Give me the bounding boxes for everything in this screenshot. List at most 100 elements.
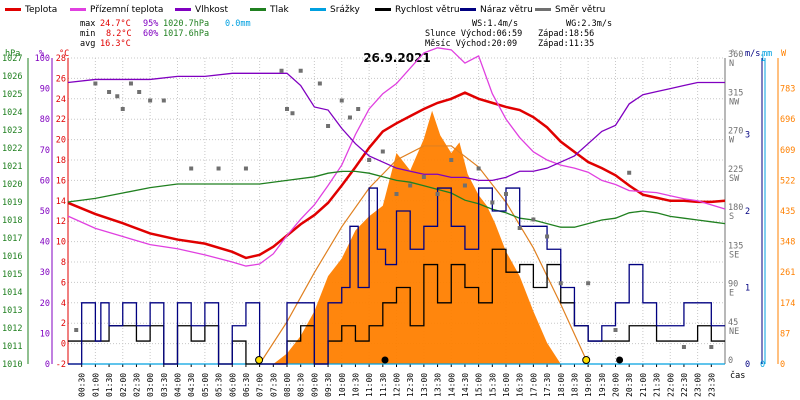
pressure-tick: 1015 — [2, 270, 22, 280]
info-moon: Měsíc Východ:20:09 — [425, 39, 517, 49]
wind-direction-point — [681, 345, 686, 349]
x-tick-label: 15:30 — [488, 373, 497, 397]
x-tick-label: 11:30 — [379, 373, 388, 397]
temperature-tick: 22 — [56, 115, 66, 125]
x-tick-label: 05:00 — [201, 373, 210, 397]
solar-tick: 348 — [780, 238, 795, 248]
series-line-vlhkost — [67, 72, 725, 182]
legend-swatch — [375, 8, 391, 11]
wind-direction-point — [74, 328, 79, 332]
series-line-p-zemn-teplota — [67, 47, 726, 267]
wind-direction-point — [449, 158, 454, 162]
temperature-tick: 14 — [56, 197, 66, 207]
wind-direction-point — [545, 234, 550, 239]
info-block: WS:1.4m/s WG:2.3m/s Slunce Východ:06:59 Záp… — [425, 19, 612, 49]
pressure-tick: 1022 — [2, 144, 22, 154]
info-sun-set: Západ:18:56 — [538, 29, 594, 39]
x-axis-label: čas — [730, 370, 745, 381]
moonset-marker — [381, 356, 389, 364]
solar-tick: 261 — [780, 268, 795, 278]
x-tick-label: 21:00 — [639, 373, 648, 397]
humidity-tick: 50 — [40, 207, 50, 217]
humidity-tick: 0 — [45, 360, 50, 370]
wind-direction-point — [326, 124, 331, 128]
legend-swatch — [5, 8, 21, 11]
humidity-tick: 10 — [40, 329, 50, 339]
wind-direction-point — [517, 226, 522, 230]
temperature-tick: 28 — [56, 54, 66, 64]
x-tick-label: 19:30 — [598, 373, 607, 397]
humidity-tick: 90 — [40, 85, 50, 95]
pressure-tick: 1023 — [2, 126, 22, 136]
x-tick-label: 18:00 — [557, 373, 566, 397]
wind-direction-point — [189, 166, 194, 171]
direction-compass-label: E — [729, 289, 734, 299]
stat-max-rain: 0.0mm — [225, 19, 251, 29]
direction-tick: 225 — [728, 165, 743, 175]
stat-avg-label: avg — [80, 39, 95, 49]
x-tick-label: 17:30 — [543, 373, 552, 397]
x-tick-label: 17:00 — [529, 373, 538, 397]
x-tick-label: 04:30 — [187, 373, 196, 397]
x-tick-label: 10:30 — [351, 373, 360, 397]
wind-direction-series — [74, 68, 714, 349]
humidity-tick: 60 — [40, 176, 50, 186]
series-line-tlak — [67, 170, 726, 228]
direction-tick: 45 — [728, 318, 738, 328]
pressure-unit: hPa — [5, 49, 20, 59]
wind-direction-point — [627, 170, 632, 175]
solar-tick: 435 — [780, 207, 795, 217]
pressure-tick: 1024 — [2, 108, 22, 118]
stat-min-label: min — [80, 29, 95, 39]
humidity-tick: 20 — [40, 299, 50, 309]
x-tick-label: 20:30 — [625, 373, 634, 397]
humidity-tick: 30 — [40, 268, 50, 278]
legend-swatch — [310, 8, 326, 11]
wind-direction-point — [531, 217, 536, 222]
temperature-tick: 18 — [56, 156, 66, 166]
legend-label: Přízemní teplota — [90, 5, 163, 15]
direction-compass-label: NW — [729, 97, 740, 107]
humidity-tick: 70 — [40, 146, 50, 156]
temperature-unit: °C — [59, 49, 69, 59]
x-tick-label: 02:30 — [132, 373, 141, 397]
direction-compass-label: SW — [729, 174, 740, 184]
legend-label: Teplota — [24, 5, 57, 15]
x-tick-label: 06:30 — [242, 373, 251, 397]
x-tick-label: 16:00 — [502, 373, 511, 397]
temperature-tick: 26 — [56, 74, 66, 84]
rain-unit: mm — [762, 49, 772, 59]
x-tick-label: 15:00 — [475, 373, 484, 397]
temperature-tick: 8 — [61, 258, 66, 268]
direction-tick: 90 — [728, 280, 738, 290]
direction-unit: ° — [730, 49, 735, 59]
stat-min-hum: 60% — [143, 29, 158, 39]
pressure-tick: 1016 — [2, 252, 22, 262]
direction-tick: 270 — [728, 127, 743, 137]
x-tick-label: 14:00 — [447, 373, 456, 397]
wind-tick: 1 — [745, 284, 750, 294]
legend-swatch — [535, 8, 551, 11]
wind-direction-point — [367, 158, 372, 162]
solar-theory-curve — [259, 145, 589, 365]
wind-direction-point — [462, 183, 467, 188]
x-tick-label: 21:30 — [653, 373, 662, 397]
x-tick-label: 22:00 — [666, 373, 675, 397]
wind-tick: 2 — [745, 207, 750, 217]
wind-direction-point — [115, 94, 120, 99]
sunset-marker — [582, 356, 591, 364]
solar-unit: W — [781, 49, 787, 59]
temperature-tick: 20 — [56, 136, 66, 146]
direction-tick: 0 — [728, 356, 733, 366]
temperature-tick: 4 — [61, 299, 66, 309]
pressure-tick: 1027 — [2, 54, 22, 64]
wind-direction-point — [347, 115, 352, 120]
pressure-tick: 1014 — [2, 288, 22, 298]
info-ws: WS:1.4m/s — [472, 19, 518, 29]
direction-tick: 315 — [728, 88, 743, 98]
wind-direction-point — [490, 200, 495, 205]
wind-direction-point — [476, 166, 481, 171]
x-tick-label: 13:00 — [420, 373, 429, 397]
pressure-tick: 1012 — [2, 324, 22, 334]
wind-direction-point — [421, 175, 426, 179]
